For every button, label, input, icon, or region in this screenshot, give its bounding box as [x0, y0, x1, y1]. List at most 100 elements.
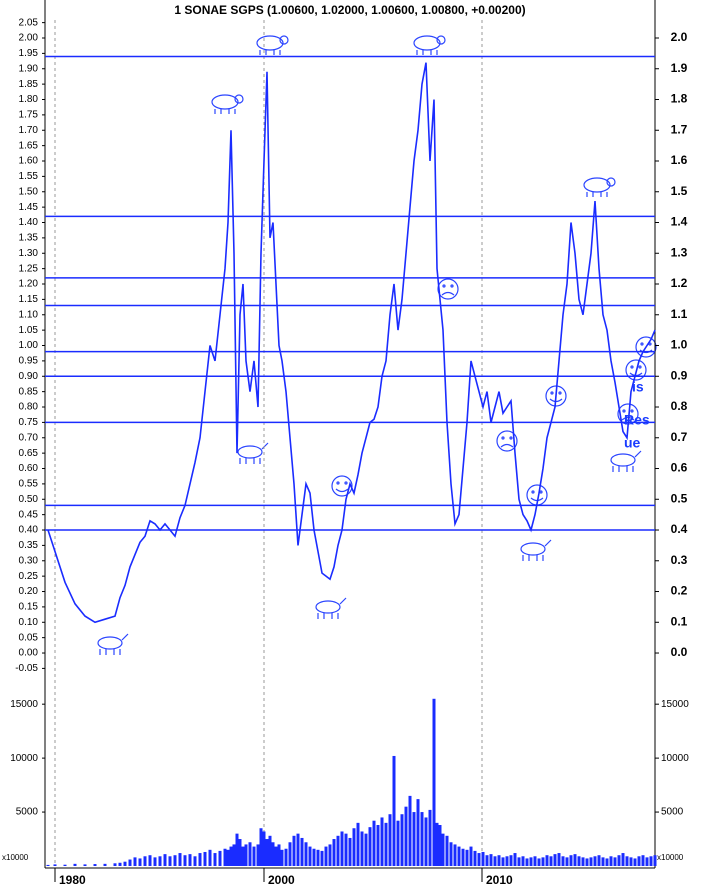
- volume-bar: [268, 835, 272, 866]
- volume-bar: [537, 858, 541, 866]
- volume-bar: [408, 795, 412, 866]
- volume-bar: [553, 854, 557, 866]
- y-tick-label: 1.55: [19, 171, 39, 182]
- volume-bar: [252, 846, 256, 866]
- volume-bar: [223, 848, 227, 866]
- volume-bar: [489, 854, 493, 866]
- y-tick-label: 0.65: [19, 448, 39, 459]
- y-tick-label: 0.55: [19, 479, 39, 490]
- y-tick-label: 0.45: [19, 509, 39, 520]
- y-tick-label: -0.05: [15, 663, 38, 674]
- y-tick-label: 1.25: [19, 263, 39, 274]
- volume-bar: [118, 862, 122, 866]
- volume-bar: [424, 817, 428, 866]
- volume-bar: [432, 698, 436, 866]
- volume-bar: [148, 855, 152, 866]
- volume-bar: [360, 831, 364, 866]
- volume-bar: [577, 856, 581, 866]
- volume-bar: [593, 856, 597, 866]
- volume-bar: [352, 828, 356, 866]
- volume-bar: [396, 820, 400, 866]
- volume-bar: [340, 831, 344, 866]
- volume-bar: [248, 842, 252, 866]
- volume-bar: [404, 806, 408, 866]
- volume-bar: [183, 855, 187, 866]
- volume-bar: [364, 833, 368, 866]
- volume-bar: [193, 856, 197, 866]
- y2-tick-label: 0.7: [671, 430, 688, 444]
- volume-bar: [649, 856, 653, 866]
- volume-bar: [265, 839, 269, 866]
- volume-bar: [621, 853, 625, 866]
- y-tick-label: 0.00: [19, 648, 39, 659]
- y-tick-label: 2.05: [19, 17, 39, 28]
- volume-bar: [277, 844, 281, 866]
- volume-bar: [525, 858, 529, 866]
- volume-bar: [271, 842, 275, 866]
- volume-bar: [465, 849, 469, 866]
- volume-bar: [288, 842, 292, 866]
- y-tick-label: 1.50: [19, 186, 39, 197]
- volume-bar: [412, 812, 416, 866]
- y-tick-label: 0.95: [19, 356, 39, 367]
- y2-tick-label: 1.6: [671, 153, 688, 167]
- volume-bar: [384, 822, 388, 866]
- y2-tick-label: 0.0: [671, 645, 688, 659]
- volume-bar: [238, 839, 242, 866]
- volume-bar: [477, 853, 481, 866]
- y2-tick-label: 1.5: [671, 184, 688, 198]
- x-tick-label: 2010: [486, 873, 513, 887]
- y2-tick-label: 0.6: [671, 461, 688, 475]
- volume-bar: [509, 855, 513, 866]
- volume-bar: [400, 814, 404, 866]
- volume-bar: [296, 833, 300, 866]
- volume-bar: [497, 855, 501, 866]
- volume-bar: [597, 855, 601, 866]
- y2-tick-label: 1.2: [671, 276, 688, 290]
- volume-bar: [320, 850, 324, 866]
- y-tick-label: 1.75: [19, 110, 39, 121]
- volume-bar: [308, 846, 312, 866]
- volume-bar: [449, 842, 453, 866]
- y2-tick-label: 0.4: [671, 522, 688, 536]
- volume-bar: [629, 857, 633, 866]
- volume-bar: [133, 857, 137, 866]
- volume-bar: [158, 856, 162, 866]
- volume-bar: [336, 835, 340, 866]
- y-tick-label: 0.35: [19, 540, 39, 551]
- y-tick-label: 1.05: [19, 325, 39, 336]
- y-tick-label: 1.60: [19, 156, 39, 167]
- y-tick-label: 1.45: [19, 202, 39, 213]
- volume-bar: [457, 846, 461, 866]
- y2-tick-label: 1.0: [671, 338, 688, 352]
- volume-bar: [138, 858, 142, 866]
- volume-bar: [645, 857, 649, 866]
- volume-bar: [380, 817, 384, 866]
- volume-bar: [557, 853, 561, 866]
- volume-bar: [208, 849, 212, 866]
- y2-tick-label: 0.2: [671, 584, 688, 598]
- volume-bar: [262, 831, 266, 866]
- volume-bar: [123, 861, 127, 866]
- volume-bar: [241, 846, 245, 866]
- y-tick-label: 0.90: [19, 371, 39, 382]
- volume-bar: [545, 855, 549, 866]
- volume-bar: [218, 850, 222, 866]
- volume-bar: [521, 856, 525, 866]
- price-line: [47, 62, 656, 624]
- volume-bar: [392, 755, 396, 866]
- y-tick-label: 2.00: [19, 33, 39, 44]
- volume-bar: [93, 864, 97, 866]
- y2-tick-label: 0.3: [671, 553, 688, 567]
- volume-bar: [332, 839, 336, 866]
- volume-bar: [388, 814, 392, 866]
- volume-bar: [244, 844, 248, 866]
- volume-bar: [292, 835, 296, 866]
- volume-bar: [613, 857, 617, 866]
- volume-bar: [235, 833, 239, 866]
- volume-bar: [368, 827, 372, 866]
- y-tick-label: 1.35: [19, 233, 39, 244]
- volume-bar: [428, 809, 432, 866]
- y-tick-label: 0.80: [19, 402, 39, 413]
